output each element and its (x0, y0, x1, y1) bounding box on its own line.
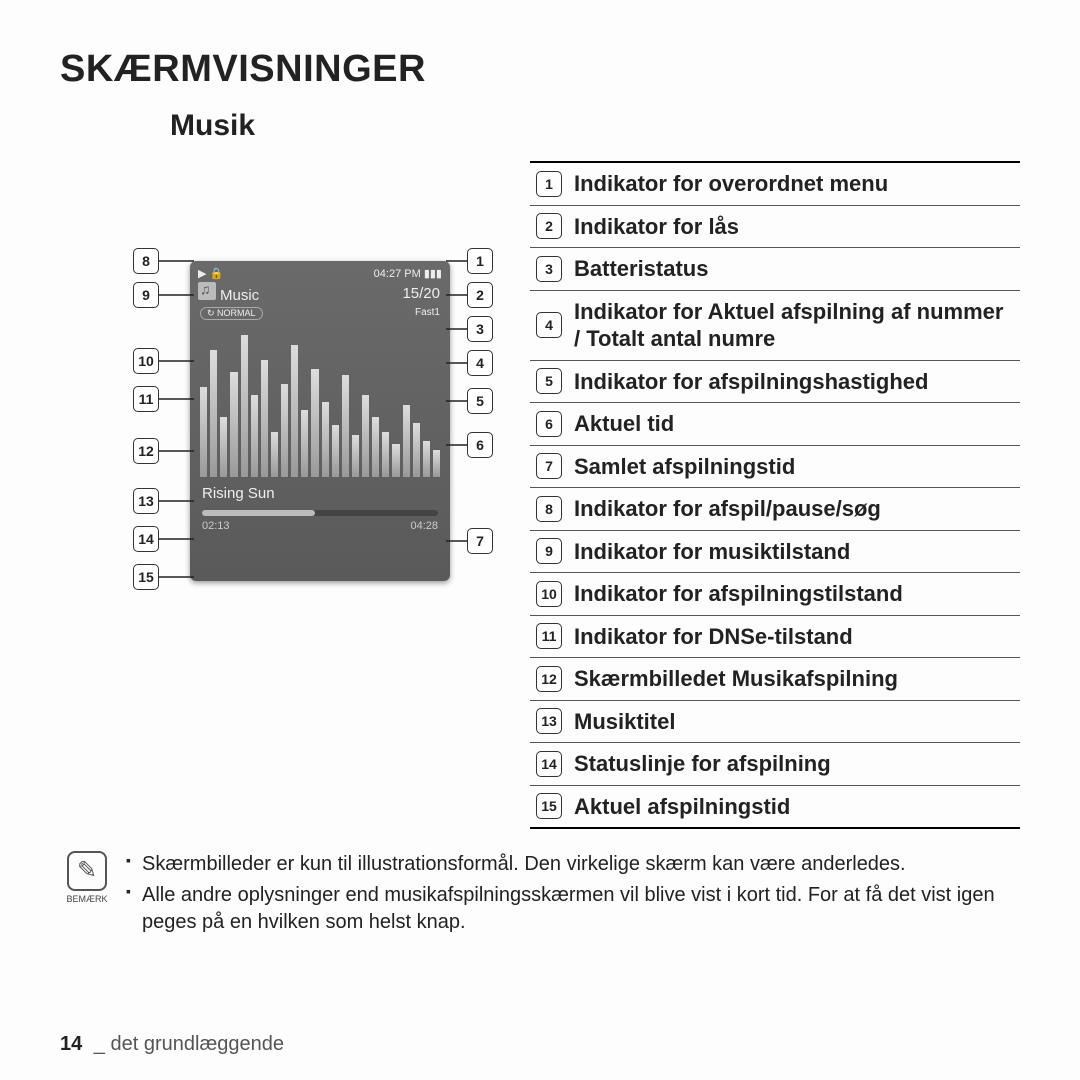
legend-row: 14 Statuslinje for afspilning (530, 743, 1020, 786)
callout-number: 6 (467, 432, 493, 458)
legend-text: Indikator for overordnet menu (574, 170, 888, 198)
callout-number: 9 (133, 282, 159, 308)
legend-row: 4 Indikator for Aktuel afspilning af numm… (530, 291, 1020, 361)
callout-number: 12 (133, 438, 159, 464)
elapsed-time: 02:13 (202, 520, 230, 532)
callout-number: 14 (133, 526, 159, 552)
callout-number: 1 (467, 248, 493, 274)
legend-number: 15 (536, 793, 562, 819)
legend-number: 7 (536, 453, 562, 479)
track-counter: 15/20 (402, 285, 440, 302)
legend-text: Indikator for lås (574, 213, 739, 241)
callout-number: 4 (467, 350, 493, 376)
legend-text: Indikator for afspilningstilstand (574, 580, 903, 608)
legend-row: 12 Skærmbilledet Musikafspilning (530, 658, 1020, 701)
legend-text: Indikator for afspilningshastighed (574, 368, 928, 396)
legend-row: 11 Indikator for DNSe-tilstand (530, 616, 1020, 659)
legend-row: 5 Indikator for afspilningshastighed (530, 361, 1020, 404)
app-label: Music (220, 287, 259, 304)
device-diagram: ▶ 🔒 04:27 PM ▮▮▮ Music 15/20 ↻ NORMAL Fa… (60, 161, 530, 641)
legend-number: 5 (536, 368, 562, 394)
legend-row: 15 Aktuel afspilningstid (530, 786, 1020, 828)
legend-row: 1 Indikator for overordnet menu (530, 163, 1020, 206)
legend-row: 3 Batteristatus (530, 248, 1020, 291)
callout-number: 5 (467, 388, 493, 414)
callout-number: 3 (467, 316, 493, 342)
legend-row: 9 Indikator for musiktilstand (530, 531, 1020, 574)
legend-number: 2 (536, 213, 562, 239)
legend-number: 13 (536, 708, 562, 734)
callout-number: 10 (133, 348, 159, 374)
legend-number: 3 (536, 256, 562, 282)
legend-text: Indikator for afspil/pause/søg (574, 495, 881, 523)
notes-label: BEMÆRK (66, 894, 107, 904)
dnse-badge: ↻ NORMAL (200, 307, 263, 320)
legend-row: 13 Musiktitel (530, 701, 1020, 744)
device-screen: ▶ 🔒 04:27 PM ▮▮▮ Music 15/20 ↻ NORMAL Fa… (190, 261, 450, 581)
callout-number: 13 (133, 488, 159, 514)
callout-number: 8 (133, 248, 159, 274)
note-item: Alle andre oplysninger end musikafspilni… (126, 882, 1020, 936)
section-subtitle: Musik (170, 109, 1020, 143)
legend-text: Indikator for Aktuel afspilning af numme… (574, 298, 1014, 353)
song-title: Rising Sun (190, 481, 450, 504)
notes-block: ✎ BEMÆRK Skærmbilleder er kun til illust… (60, 851, 1020, 940)
legend-text: Aktuel tid (574, 410, 674, 438)
speed-label: Fast1 (415, 307, 440, 320)
legend-row: 7 Samlet afspilningstid (530, 446, 1020, 489)
legend-row: 10 Indikator for afspilningstilstand (530, 573, 1020, 616)
play-icon: ▶ 🔒 (198, 267, 223, 280)
footer-section: det grundlæggende (111, 1033, 284, 1055)
legend-text: Skærmbilledet Musikafspilning (574, 665, 898, 693)
legend-number: 1 (536, 171, 562, 197)
progress-bar (202, 510, 438, 516)
legend-text: Indikator for DNSe-tilstand (574, 623, 853, 651)
note-item: Skærmbilleder er kun til illustrationsfo… (126, 851, 1020, 878)
legend-text: Statuslinje for afspilning (574, 750, 831, 778)
notes-list: Skærmbilleder er kun til illustrationsfo… (126, 851, 1020, 940)
legend-number: 10 (536, 581, 562, 607)
callout-number: 11 (133, 386, 159, 412)
total-time: 04:28 (410, 520, 438, 532)
page-footer: 14 _ det grundlæggende (60, 1033, 284, 1056)
legend-number: 14 (536, 751, 562, 777)
clock-value: 04:27 PM (374, 268, 421, 280)
legend-table: 1 Indikator for overordnet menu 2 Indikator… (530, 161, 1020, 829)
legend-number: 8 (536, 496, 562, 522)
legend-number: 6 (536, 411, 562, 437)
legend-number: 4 (536, 312, 562, 338)
legend-row: 2 Indikator for lås (530, 206, 1020, 249)
legend-row: 8 Indikator for afspil/pause/søg (530, 488, 1020, 531)
callout-number: 15 (133, 564, 159, 590)
legend-text: Indikator for musiktilstand (574, 538, 850, 566)
legend-text: Musiktitel (574, 708, 675, 736)
music-icon (198, 282, 216, 300)
equalizer-visual (200, 327, 440, 477)
page-title: SKÆRMVISNINGER (60, 48, 1020, 91)
footer-page-number: 14 (60, 1033, 82, 1055)
legend-text: Batteristatus (574, 255, 708, 283)
legend-text: Aktuel afspilningstid (574, 793, 790, 821)
legend-number: 12 (536, 666, 562, 692)
legend-number: 11 (536, 623, 562, 649)
legend-row: 6 Aktuel tid (530, 403, 1020, 446)
battery-icon: ▮▮▮ (424, 268, 442, 280)
callout-number: 7 (467, 528, 493, 554)
legend-text: Samlet afspilningstid (574, 453, 795, 481)
callout-number: 2 (467, 282, 493, 308)
legend-number: 9 (536, 538, 562, 564)
note-icon: ✎ (67, 851, 107, 891)
